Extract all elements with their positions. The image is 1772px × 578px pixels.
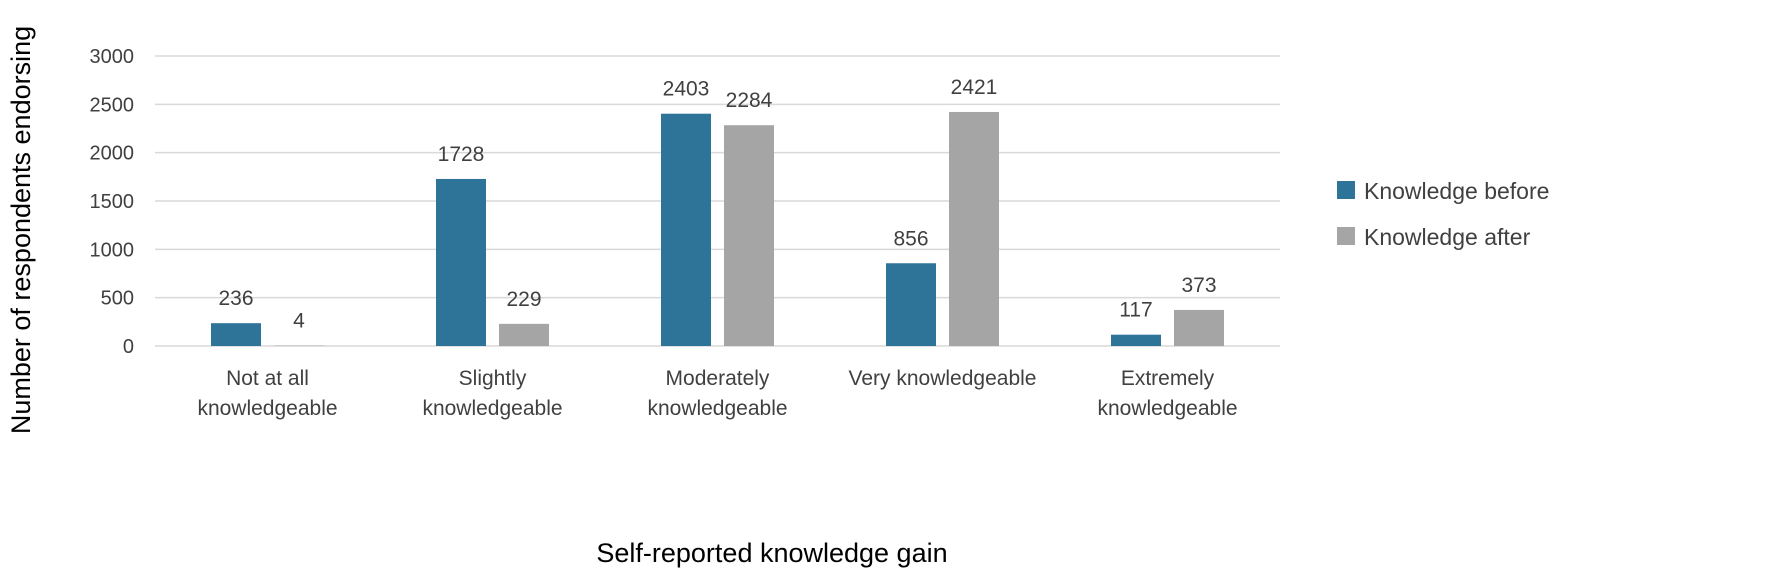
data-labels: 236 4 1728 229 2403 2284 856 2421 117 373 [218,76,1216,333]
y-tick-label: 500 [101,288,134,310]
bar-before [661,113,711,347]
y-tick-label: 0 [123,336,134,358]
x-axis-categories: Not at all knowledgeable Slightly knowledge… [197,367,1237,420]
data-label: 2403 [663,78,710,101]
legend: Knowledge before Knowledge after [1337,178,1549,250]
legend-swatch [1337,181,1355,199]
bar-after [1174,309,1224,346]
y-axis-ticks: 0 500 1000 1500 2000 2500 3000 [90,46,135,358]
bar-before [436,178,486,346]
y-tick-label: 1500 [90,191,135,213]
x-category-label: Extremely knowledgeable [1097,367,1237,420]
bar-after [499,323,549,346]
data-label: 236 [218,287,253,310]
data-label: 373 [1181,274,1216,297]
gridlines [155,55,1280,347]
x-category-label: Moderately knowledgeable [647,367,787,420]
bar-before [211,323,261,346]
data-label: 117 [1119,299,1152,322]
bar-after [949,111,999,346]
data-label: 229 [506,288,541,311]
x-category-label: Slightly knowledgeable [422,367,562,420]
data-label: 4 [293,310,305,333]
legend-label: Knowledge after [1364,224,1531,250]
x-axis-title: Self-reported knowledge gain [596,538,947,568]
data-label: 856 [893,227,928,250]
y-tick-label: 2500 [90,94,135,116]
bar-before [886,263,936,346]
data-label: 2284 [726,89,773,112]
x-category-label: Very knowledgeable [849,367,1037,390]
x-category-label: Not at all knowledgeable [197,367,337,420]
y-tick-label: 3000 [90,46,135,68]
legend-swatch [1337,227,1355,245]
y-axis-title: Number of respondents endorsing [6,26,36,434]
y-tick-label: 2000 [90,143,135,165]
legend-label: Knowledge before [1364,178,1549,204]
bars [211,111,1224,347]
bar-before [1111,334,1161,346]
bar-after [724,125,774,346]
data-label: 1728 [438,143,485,166]
y-tick-label: 1000 [90,239,135,261]
data-label: 2421 [951,76,998,99]
